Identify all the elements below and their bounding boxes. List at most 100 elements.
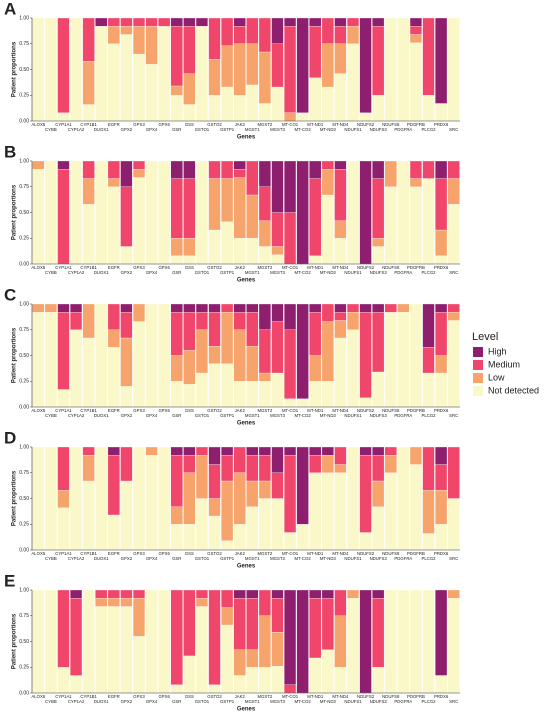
- bar-segment: [170, 589, 183, 685]
- bar-segment: [183, 524, 196, 551]
- x-tick-label: GPX4: [146, 699, 158, 704]
- bar-segment: [447, 178, 460, 205]
- bar-segment: [107, 446, 120, 456]
- bar-segment: [334, 446, 347, 465]
- x-tick-label: CYBB: [45, 270, 57, 275]
- bar-segment: [384, 589, 397, 694]
- bar-segment: [158, 446, 171, 551]
- bar-segment: [321, 17, 334, 44]
- bar-segment: [372, 238, 385, 247]
- x-tick-label: PDGFRA: [394, 699, 412, 704]
- bar-segment: [384, 160, 397, 187]
- x-tick-label: MT-CO1: [282, 694, 299, 699]
- x-tick-label: MT-ND4: [332, 694, 349, 699]
- bar-segment: [258, 103, 271, 122]
- bar-segment: [435, 303, 448, 313]
- bar-segment: [284, 398, 297, 408]
- bar-segment: [409, 42, 422, 122]
- bar-segment: [57, 446, 70, 491]
- bar-segment: [145, 589, 158, 694]
- bar-segment: [44, 17, 57, 122]
- bar-segment: [145, 455, 158, 551]
- bar-segment: [246, 480, 259, 507]
- x-tick-label: EGFR: [108, 694, 120, 699]
- x-tick-label: PDGFRB: [407, 694, 425, 699]
- bar-segment: [132, 26, 146, 55]
- bar-segment: [409, 589, 422, 694]
- bar-segment: [359, 303, 372, 313]
- bar-segment: [170, 524, 183, 551]
- bar-segment: [170, 506, 183, 525]
- bar-segment: [221, 363, 234, 408]
- x-tick-label: PDGFRA: [394, 127, 412, 132]
- bar-segment: [334, 17, 347, 27]
- bar-segment: [145, 446, 158, 456]
- bar-segment: [435, 17, 448, 104]
- bar-segment: [422, 533, 435, 551]
- x-tick-label: NDUFS2: [357, 694, 375, 699]
- bar-segment: [158, 160, 171, 265]
- bar-segment: [120, 246, 133, 265]
- bar-segment: [372, 303, 385, 313]
- bar-segment: [132, 160, 146, 170]
- bar-segment: [309, 303, 322, 313]
- x-tick-label: PRDX6: [434, 265, 449, 270]
- y-tick-label: 0.25: [19, 379, 29, 385]
- bar-segment: [309, 160, 322, 179]
- bar-segment: [334, 238, 347, 265]
- x-tick-label: MT-CO2: [295, 699, 312, 704]
- bar-segment: [57, 507, 70, 551]
- legend-swatch: [473, 373, 483, 383]
- y-axis-label: Patient proportions: [12, 41, 18, 97]
- x-tick-label: GPX4: [146, 127, 158, 132]
- x-tick-label: GPX2: [121, 270, 133, 275]
- bar-segment: [95, 598, 108, 607]
- x-tick-label: MT-ND3: [320, 556, 337, 561]
- bar-segment: [271, 303, 284, 322]
- bar-segment: [208, 95, 221, 122]
- bar-segment: [422, 178, 435, 265]
- bar-segment: [95, 160, 108, 265]
- bar-segment: [82, 303, 95, 339]
- bar-segment: [183, 104, 196, 122]
- bar-segment: [195, 17, 208, 27]
- bar-segment: [435, 446, 448, 465]
- y-tick-label: 1.00: [19, 158, 29, 164]
- bar-segment: [44, 446, 57, 551]
- bar-segment: [271, 43, 284, 88]
- x-tick-label: GPX6: [158, 408, 170, 413]
- bar-segment: [309, 17, 322, 27]
- x-tick-label: GSTO2: [207, 122, 222, 127]
- bar-segment: [447, 320, 460, 408]
- bar-segment: [372, 455, 385, 482]
- x-tick-label: ALOX5: [31, 265, 45, 270]
- x-tick-label: GPX3: [133, 122, 145, 127]
- bar-segment: [246, 667, 259, 694]
- bar-segment: [183, 178, 196, 239]
- x-tick-label: EGFR: [108, 551, 120, 556]
- x-tick-label: NDUFS3: [370, 413, 388, 418]
- bar-segment: [120, 160, 133, 187]
- bar-segment: [107, 598, 120, 607]
- panel-label: D: [4, 428, 16, 447]
- x-tick-label: ALOX5: [31, 551, 45, 556]
- bar-segment: [82, 204, 95, 265]
- bar-segment: [284, 532, 297, 551]
- bar-segment: [120, 606, 133, 694]
- bar-segment: [372, 17, 385, 27]
- x-tick-label: NDUFS8: [382, 551, 400, 556]
- bar-segment: [233, 169, 246, 178]
- bar-segment: [447, 312, 460, 321]
- bar-segment: [258, 589, 271, 616]
- bar-segment: [170, 17, 183, 27]
- bar-segment: [372, 506, 385, 551]
- x-tick-label: CYBB: [45, 127, 57, 132]
- bar-segment: [296, 446, 309, 525]
- x-tick-label: CYP1A2: [68, 556, 85, 561]
- bar-segment: [334, 43, 347, 74]
- x-tick-label: PLCG2: [421, 127, 436, 132]
- bar-segment: [435, 312, 448, 356]
- bar-segment: [246, 303, 259, 313]
- bar-segment: [57, 589, 70, 668]
- bar-segment: [258, 51, 271, 104]
